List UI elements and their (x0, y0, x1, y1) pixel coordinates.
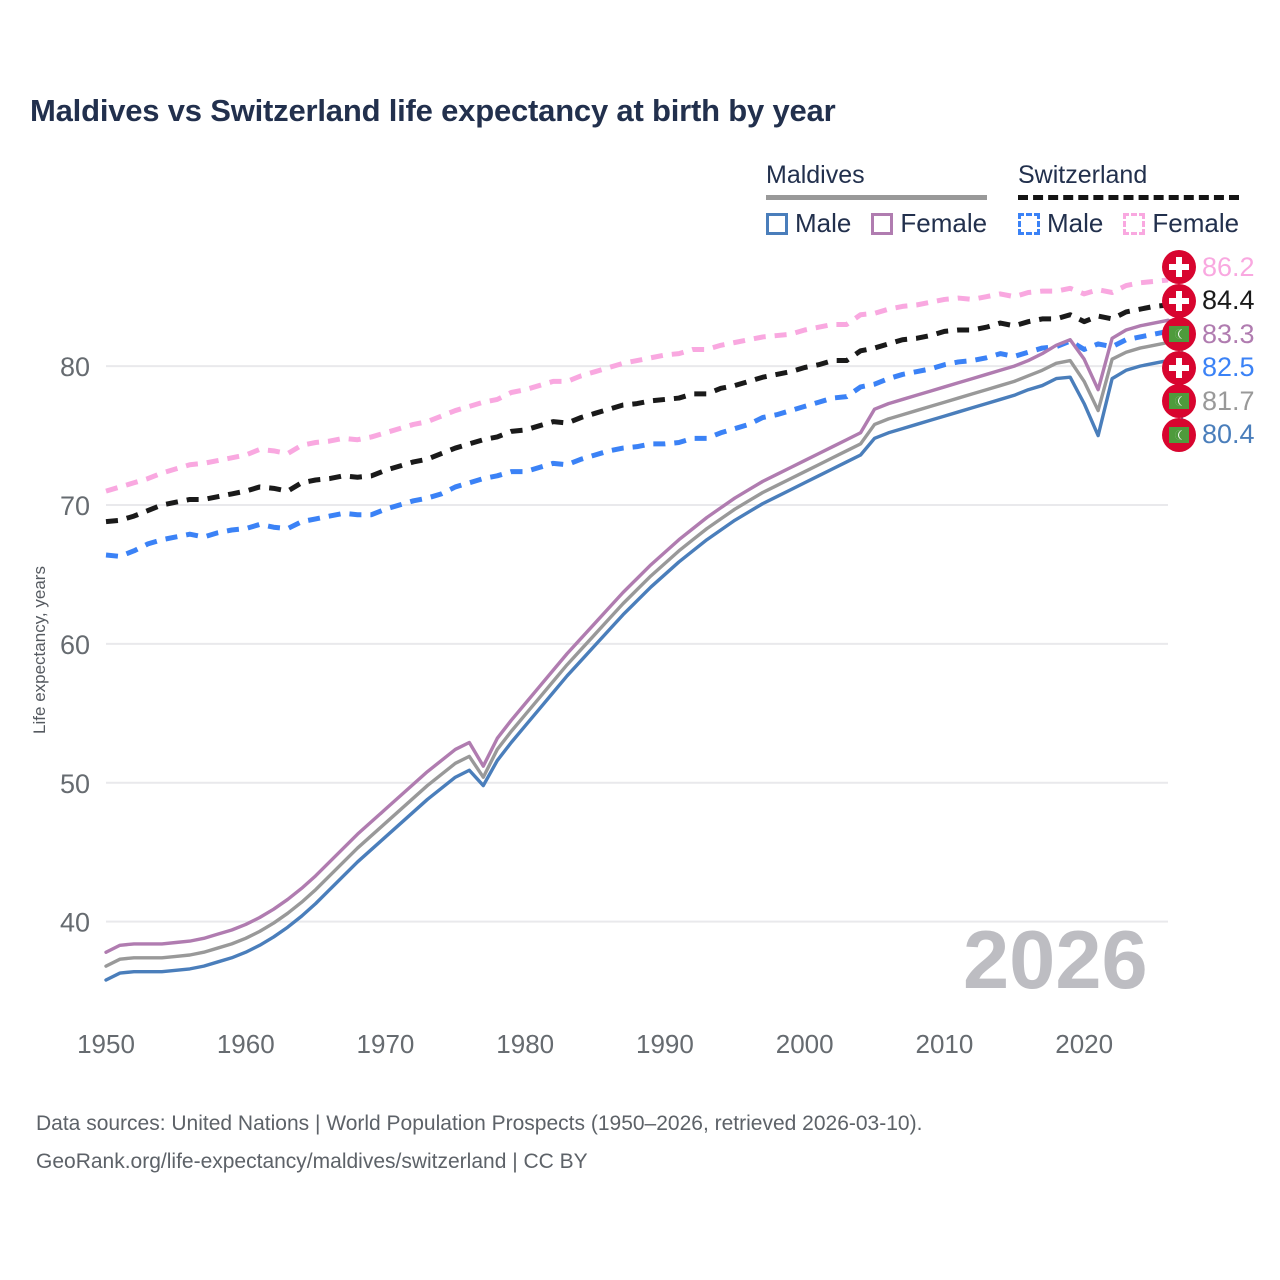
switzerland-flag-icon (1162, 350, 1196, 385)
y-tick-label-50: 50 (60, 769, 90, 799)
legend-item-maldives-female[interactable]: Female (871, 208, 987, 239)
x-tick-label-1960: 1960 (217, 1029, 275, 1059)
legend-label-switzerland-male: Male (1047, 208, 1104, 238)
end-label-switzerland-male[interactable]: 82.5 (1162, 350, 1255, 385)
switzerland-flag-icon (1162, 283, 1196, 318)
x-tick-label-1950: 1950 (77, 1029, 135, 1059)
x-tick-label-1990: 1990 (636, 1029, 694, 1059)
legend-group-switzerland: Switzerland Male Female (1018, 160, 1240, 239)
legend-label-maldives-female: Female (900, 208, 988, 238)
legend-swatch-switzerland-male (1018, 212, 1040, 235)
maldives-flag-icon (1162, 384, 1196, 418)
year-watermark: 2026 (963, 913, 1148, 1006)
chart-legend: Maldives Male Female Switzerland Male (760, 160, 1260, 240)
maldives-flag-icon (1162, 417, 1196, 452)
legend-label-switzerland-female: Female (1152, 208, 1240, 238)
cross-horizontal (1169, 264, 1189, 270)
y-tick-label-80: 80 (60, 352, 90, 382)
x-tick-label-2010: 2010 (915, 1029, 973, 1059)
end-value-maldives-male: 80.4 (1202, 419, 1255, 449)
y-tick-label-60: 60 (60, 630, 90, 660)
crescent-icon (1175, 396, 1189, 406)
end-label-maldives-female[interactable]: 83.3 (1162, 317, 1255, 351)
end-value-switzerland-female: 86.2 (1202, 251, 1255, 282)
end-label-switzerland-female[interactable]: 86.2 (1162, 250, 1255, 284)
y-tick-label-40: 40 (60, 908, 90, 938)
legend-item-maldives-male[interactable]: Male (766, 208, 851, 239)
legend-country-maldives: Maldives (766, 161, 865, 189)
end-value-switzerland-male-black: 84.4 (1202, 285, 1255, 315)
legend-country-switzerland: Switzerland (1018, 161, 1148, 189)
legend-item-switzerland-male[interactable]: Male (1018, 208, 1103, 239)
series-line-maldives-female (104, 318, 1170, 954)
series-line-switzerland-male (105, 328, 1169, 559)
series-line-switzerland-female (105, 277, 1169, 494)
page-title: Maldives vs Switzerland life expectancy … (30, 93, 836, 128)
switzerland-flag-icon (1162, 250, 1196, 284)
y-axis-title: Life expectancy, years (30, 566, 49, 734)
maldives-flag-icon (1162, 317, 1196, 351)
x-tick-label-2020: 2020 (1055, 1029, 1113, 1059)
end-label-maldives-male[interactable]: 80.4 (1162, 417, 1255, 452)
footer-attribution: GeoRank.org/life-expectancy/maldives/swi… (36, 1150, 588, 1173)
cross-horizontal (1169, 364, 1189, 371)
series-line-maldives-male (104, 358, 1170, 982)
x-tick-label-1970: 1970 (357, 1029, 415, 1059)
crescent-icon (1175, 329, 1189, 339)
legend-swatch-maldives-male (766, 212, 788, 235)
legend-swatch-switzerland-female (1123, 212, 1146, 235)
legend-label-maldives-male: Male (795, 208, 852, 238)
end-label-switzerland-male-black[interactable]: 84.4 (1162, 283, 1255, 318)
legend-group-maldives: Maldives Male Female (766, 160, 988, 239)
legend-rule-maldives (766, 195, 988, 200)
end-value-maldives-female: 83.3 (1202, 318, 1255, 349)
end-label-maldives-total[interactable]: 81.7 (1162, 384, 1255, 418)
legend-rule-switzerland (1018, 195, 1240, 200)
legend-swatch-maldives-female (871, 212, 894, 235)
footer-data-sources: Data sources: United Nations | World Pop… (36, 1112, 923, 1135)
x-tick-label-1980: 1980 (496, 1029, 554, 1059)
legend-item-switzerland-female[interactable]: Female (1123, 208, 1239, 239)
y-tick-label-70: 70 (60, 491, 90, 521)
cross-horizontal (1169, 297, 1189, 304)
x-tick-label-2000: 2000 (776, 1029, 834, 1059)
end-value-maldives-total: 81.7 (1202, 385, 1255, 416)
end-value-switzerland-male: 82.5 (1202, 352, 1255, 382)
chart-footer: Data sources: United Nations | World Pop… (36, 1105, 922, 1181)
series-line-maldives-total-gray (104, 340, 1170, 968)
crescent-icon (1175, 429, 1189, 440)
series-line-switzerland-total-black (105, 302, 1169, 525)
